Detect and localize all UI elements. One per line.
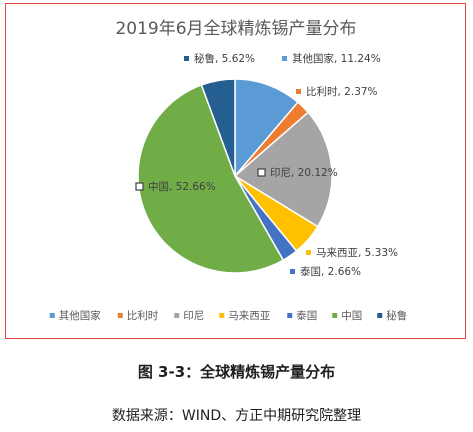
data-label-5: 中国, 52.66% <box>135 180 216 193</box>
legend-swatch-2 <box>174 313 180 318</box>
data-label-marker-6 <box>184 56 189 61</box>
data-label-marker-5 <box>135 182 144 191</box>
legend-label-6: 秘鲁 <box>386 309 407 322</box>
legend-label-4: 泰国 <box>296 309 317 322</box>
data-label-2: 印尼, 20.12% <box>257 167 338 179</box>
data-label-marker-3 <box>306 250 311 255</box>
legend-label-2: 印尼 <box>183 310 204 322</box>
legend-label-1: 比利时 <box>127 309 159 322</box>
legend-label-0: 其他国家 <box>59 309 101 322</box>
legend-swatch-3 <box>219 313 225 318</box>
legend-label-5: 中国 <box>341 309 362 322</box>
legend-item-2: 印尼 <box>174 310 204 322</box>
data-source: 数据来源：WIND、方正中期研究院整理 <box>111 408 362 424</box>
data-label-text-6: 秘鲁, 5.62% <box>194 52 255 65</box>
data-label-3: 马来西亚, 5.33% <box>306 247 398 259</box>
legend-swatch-4 <box>287 313 293 318</box>
chart-title: 2019年6月全球精炼锡产量分布 <box>115 19 356 39</box>
pie-slice-5 <box>137 84 285 274</box>
data-label-marker-2 <box>257 168 266 177</box>
legend-swatch-5 <box>332 313 338 318</box>
legend-swatch-0 <box>49 313 55 318</box>
data-label-1: 比利时, 2.37% <box>296 85 378 98</box>
data-label-4: 泰国, 2.66% <box>290 265 361 278</box>
legend-item-0: 其他国家 <box>49 309 101 322</box>
data-label-text-1: 比利时, 2.37% <box>306 85 378 98</box>
legend-label-3: 马来西亚 <box>228 310 270 322</box>
legend-item-3: 马来西亚 <box>219 310 271 322</box>
data-labels: 其他国家, 11.24% 比利时, 2.37% 印尼, 20.12% 马来西亚, 5.… <box>135 52 398 278</box>
data-label-marker-1 <box>296 89 301 94</box>
pie-slices <box>137 78 333 274</box>
legend-item-5: 中国 <box>332 309 362 322</box>
pie-chart: 2019年6月全球精炼锡产量分布 其他国家, 11.24% 比利时, 2.37% 印… <box>49 19 407 322</box>
data-label-marker-0 <box>282 56 287 61</box>
data-label-0: 其他国家, 11.24% <box>282 52 381 65</box>
legend-item-6: 秘鲁 <box>377 309 407 322</box>
data-label-marker-4 <box>290 269 295 274</box>
data-label-text-3: 马来西亚, 5.33% <box>316 247 398 259</box>
data-label-text-4: 泰国, 2.66% <box>300 265 361 278</box>
legend: 其他国家 比利时 印尼 马来西亚 泰国 中国 秘鲁 <box>49 309 407 322</box>
legend-swatch-1 <box>117 313 123 318</box>
pie-slice-6 <box>200 78 236 177</box>
pie-slice-2 <box>233 111 333 228</box>
data-label-text-2: 印尼, 20.12% <box>270 167 338 179</box>
legend-swatch-6 <box>377 313 383 318</box>
pie-slice-0 <box>234 78 300 179</box>
data-label-text-0: 其他国家, 11.24% <box>292 52 381 65</box>
data-label-text-5: 中国, 52.66% <box>148 180 216 193</box>
figure-caption: 图 3-3：全球精炼锡产量分布 <box>137 363 336 381</box>
legend-item-4: 泰国 <box>287 309 317 322</box>
legend-item-1: 比利时 <box>117 309 159 322</box>
data-label-6: 秘鲁, 5.62% <box>184 52 255 65</box>
